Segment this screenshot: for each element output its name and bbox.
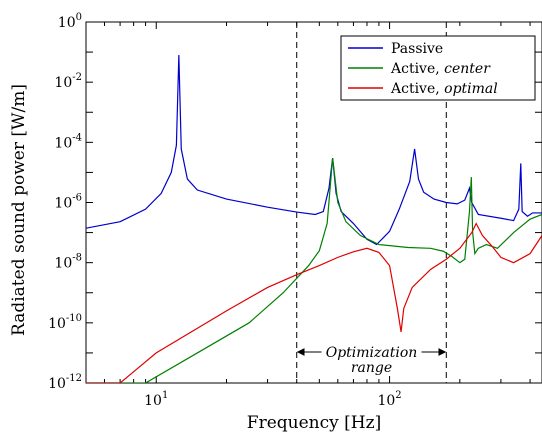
y-tick-label: 10-10	[48, 313, 82, 332]
y-axis-ticks: 100 10-2 10-4 10-6 10-8 10-10 10-12	[48, 12, 542, 392]
optimization-range-label-line1: Optimization	[326, 345, 418, 361]
y-tick-label: 10-6	[54, 193, 82, 212]
optimization-range-label-line2: range	[351, 360, 392, 376]
y-tick-label: 100	[58, 12, 82, 31]
series-active-optimal-line	[86, 222, 542, 383]
x-tick-label: 102	[377, 390, 401, 409]
y-tick-label: 10-2	[54, 72, 82, 91]
legend: Passive Active, center Active, optimal	[340, 35, 536, 101]
legend-label-passive: Passive	[391, 41, 443, 57]
y-tick-label: 10-4	[54, 132, 82, 151]
x-tick-label: 101	[144, 390, 168, 409]
x-axis-label: Frequency [Hz]	[247, 413, 381, 433]
legend-label-active-optimal: Active, optimal	[390, 81, 498, 97]
series-passive-line	[86, 54, 542, 246]
x-axis-ticks: 101 102	[85, 22, 531, 409]
series-active-center-line	[86, 157, 542, 383]
legend-label-active-center: Active, center	[390, 61, 491, 77]
y-tick-label: 10-8	[54, 253, 82, 272]
y-axis-label: Radiated sound power [W/m]	[9, 84, 29, 336]
y-tick-label: 10-12	[48, 373, 82, 392]
